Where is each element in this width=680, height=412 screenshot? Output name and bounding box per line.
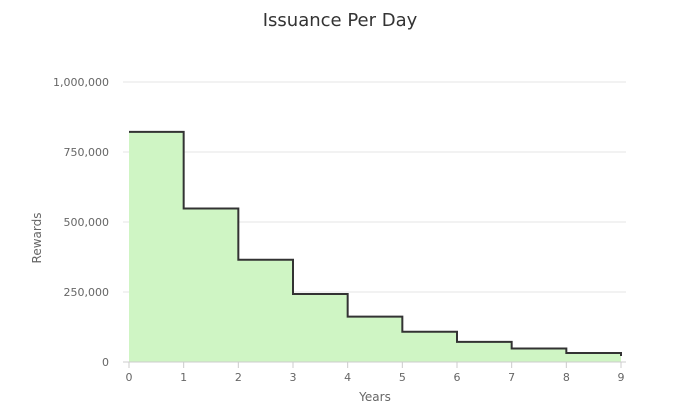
x-tick-label: 1 — [180, 371, 187, 384]
x-tick-label: 2 — [235, 371, 242, 384]
y-tick-label: 0 — [102, 356, 109, 369]
y-axis-label: Rewards — [30, 213, 44, 264]
x-tick-label: 0 — [126, 371, 133, 384]
chart-title: Issuance Per Day — [262, 10, 418, 31]
y-tick-label: 500,000 — [64, 216, 110, 229]
y-tick-label: 250,000 — [64, 286, 110, 299]
x-tick-label: 7 — [508, 371, 515, 384]
x-tick-label: 8 — [563, 371, 570, 384]
series-area — [129, 131, 621, 362]
y-tick-label: 1,000,000 — [53, 76, 109, 89]
x-tick-label: 5 — [399, 371, 406, 384]
x-tick-label: 3 — [290, 371, 297, 384]
x-tick-label: 6 — [454, 371, 461, 384]
x-tick-label: 4 — [344, 371, 351, 384]
x-tick-label: 9 — [618, 371, 625, 384]
series-line — [129, 130, 622, 356]
y-tick-label: 750,000 — [64, 146, 110, 159]
x-axis-label: Years — [358, 390, 391, 404]
